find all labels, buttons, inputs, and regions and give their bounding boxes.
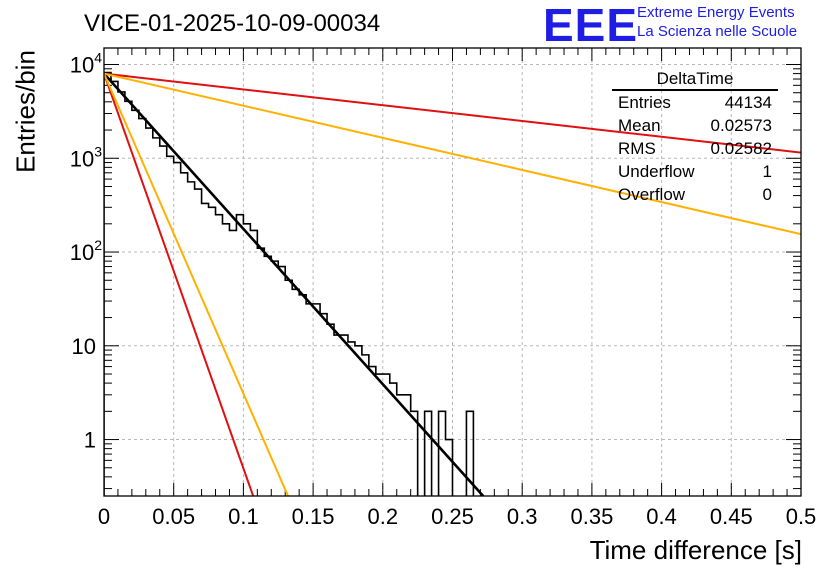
chart-title: VICE-01-2025-10-09-00034	[84, 10, 381, 37]
histogram-bin	[209, 207, 216, 496]
logo-line-1: Extreme Energy Events	[637, 4, 795, 21]
histogram-bin	[243, 224, 250, 496]
histogram-bin	[327, 324, 334, 496]
histogram-bin	[376, 374, 383, 496]
x-tick-label: 0.15	[292, 504, 335, 529]
x-tick-label: 0.35	[570, 504, 613, 529]
stats-box: DeltaTime Entries 44134 Mean 0.02573 RMS…	[612, 69, 778, 206]
histogram-bin	[174, 163, 181, 496]
plot-frame	[103, 47, 802, 497]
stats-row: RMS 0.02582	[612, 137, 778, 160]
x-tick-label: 0	[98, 504, 110, 529]
x-tick-label: 0.4	[646, 504, 677, 529]
histogram-bin	[341, 335, 348, 496]
histogram-bin	[278, 267, 285, 496]
histogram-bin	[216, 215, 223, 496]
x-tick-label: 0.2	[368, 504, 399, 529]
histogram-bin	[111, 81, 118, 496]
stats-value: 44134	[724, 93, 772, 112]
stats-value: 0	[762, 185, 772, 204]
stats-value: 0.02582	[710, 139, 772, 158]
y-tick-label: 104	[70, 50, 102, 78]
fit-line-red-shallow	[104, 72, 801, 154]
y-tick-label: 10	[72, 334, 96, 359]
eee-logo: EEE	[543, 0, 639, 51]
histogram-bin	[348, 342, 355, 496]
histogram-bin	[188, 182, 195, 496]
histogram-bin	[306, 304, 313, 496]
histogram-bin	[369, 367, 376, 496]
histogram-bin	[313, 304, 320, 496]
histogram-bin	[320, 314, 327, 496]
x-tick-label: 0.1	[228, 504, 259, 529]
histogram-bin	[125, 101, 132, 496]
x-tick-label: 0.25	[431, 504, 474, 529]
y-axis-label: Entries/bin	[10, 50, 41, 173]
histogram-bin	[264, 256, 271, 496]
stats-label: Entries	[618, 93, 671, 112]
histogram-bin	[181, 173, 188, 496]
histogram-bin	[425, 411, 432, 496]
stats-value: 0.02573	[710, 116, 772, 135]
histogram-bin	[397, 395, 404, 496]
stats-value: 1	[762, 162, 772, 181]
histogram-bin	[285, 280, 292, 496]
y-tick-label: 103	[70, 143, 102, 171]
histogram-bin	[250, 230, 257, 496]
histogram-bin	[334, 335, 341, 496]
stats-label: Overflow	[618, 185, 686, 204]
x-tick-label: 0.5	[786, 504, 817, 529]
stats-title: DeltaTime	[612, 69, 778, 91]
histogram-bin	[411, 411, 418, 496]
y-tick-label: 1	[84, 428, 96, 453]
histogram-bin	[362, 355, 369, 496]
fit-line-orange-steep	[104, 73, 289, 496]
stats-row: Entries 44134	[612, 91, 778, 114]
x-tick-label: 0.3	[507, 504, 538, 529]
x-tick-label: 0.05	[152, 504, 195, 529]
stats-label: Underflow	[618, 162, 695, 181]
stats-label: RMS	[618, 139, 656, 158]
fit-line-fit	[104, 72, 485, 496]
histogram-bin	[118, 92, 125, 496]
histogram-bin	[257, 248, 264, 496]
histogram-bin	[355, 346, 362, 496]
stats-label: Mean	[618, 116, 661, 135]
histogram-bin	[167, 156, 174, 496]
histogram-bin	[104, 73, 111, 496]
fit-line-red-steep	[104, 73, 255, 496]
histogram-bin	[292, 289, 299, 496]
histogram-group	[104, 71, 801, 496]
stats-row: Overflow 0	[612, 183, 778, 206]
histogram-bin	[299, 295, 306, 496]
histogram-bin	[202, 203, 209, 496]
x-axis-label: Time difference [s]	[589, 535, 802, 565]
y-tick-label: 102	[70, 237, 102, 265]
histogram-bin	[446, 440, 453, 496]
stats-row: Underflow 1	[612, 160, 778, 183]
histogram-outline	[104, 71, 475, 496]
stats-row: Mean 0.02573	[612, 114, 778, 137]
logo-line-2: La Scienza nelle Scuole	[637, 23, 798, 40]
histogram-bin	[160, 146, 167, 496]
x-tick-label: 0.45	[710, 504, 753, 529]
fit-line-orange-shallow	[104, 72, 801, 236]
